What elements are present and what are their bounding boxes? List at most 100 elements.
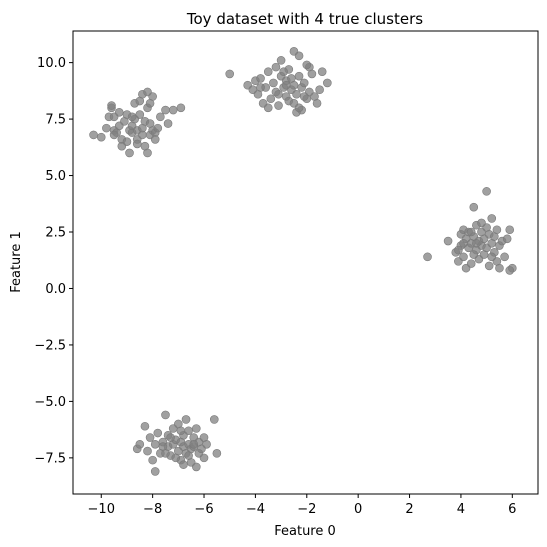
data-point [150, 467, 160, 476]
y-tick-label: 7.5 [45, 113, 66, 128]
data-point [279, 67, 288, 76]
data-point [466, 227, 476, 237]
data-point [135, 110, 145, 119]
data-point [156, 112, 165, 122]
data-point [274, 101, 283, 110]
data-point [256, 74, 265, 83]
x-tick-label: −6 [194, 502, 213, 517]
data-point [161, 105, 170, 115]
data-point [163, 119, 173, 128]
data-point [454, 245, 463, 255]
data-point [135, 440, 145, 449]
data-point [127, 112, 137, 122]
y-tick-label: 2.5 [45, 226, 66, 241]
data-point [294, 71, 304, 81]
data-point [153, 123, 163, 133]
x-tick-label: 4 [457, 502, 465, 517]
data-point [294, 103, 304, 113]
data-point [140, 421, 150, 431]
data-point [459, 239, 468, 248]
points-layer [89, 47, 517, 476]
data-point [487, 252, 497, 262]
y-tick-label: 5.0 [45, 169, 66, 184]
data-point [443, 236, 453, 246]
data-point [212, 449, 222, 458]
y-tick-label: −7.5 [34, 451, 66, 466]
data-point [256, 83, 265, 92]
x-tick-label: −8 [143, 502, 162, 517]
data-point [310, 92, 319, 101]
data-point [181, 415, 191, 424]
data-point [161, 449, 170, 458]
data-point [477, 218, 486, 228]
data-point [153, 428, 163, 438]
data-point [150, 135, 160, 144]
data-point [294, 51, 304, 61]
data-point [315, 85, 324, 95]
y-tick-label: 0.0 [45, 282, 66, 297]
data-point [132, 139, 142, 149]
data-point [299, 78, 309, 88]
y-tick-label: 10.0 [37, 56, 66, 71]
data-point [176, 103, 186, 113]
data-point [192, 462, 201, 472]
data-point [109, 130, 119, 140]
data-point [189, 440, 199, 449]
data-point [176, 426, 186, 436]
x-tick-label: −4 [246, 502, 265, 517]
data-point [192, 424, 201, 433]
x-tick-label: 0 [354, 502, 362, 517]
data-point [263, 103, 273, 113]
data-point [307, 69, 317, 79]
x-tick-label: −2 [297, 502, 316, 517]
data-point [505, 225, 515, 235]
data-point [323, 78, 332, 88]
plot-frame [72, 30, 539, 495]
x-axis-label: Feature 0 [274, 524, 336, 539]
data-point [171, 453, 181, 463]
data-point [114, 108, 124, 117]
data-point [184, 426, 193, 436]
data-point [299, 92, 309, 101]
data-point [276, 56, 286, 65]
x-tick-label: 2 [405, 502, 413, 517]
data-point [281, 80, 291, 90]
data-point [150, 440, 160, 449]
data-point [500, 252, 509, 262]
data-point [263, 67, 273, 76]
y-tick-label: −5.0 [34, 395, 66, 410]
data-point [487, 214, 497, 223]
data-point [148, 455, 157, 465]
data-point [302, 60, 312, 70]
data-point [317, 67, 327, 76]
data-point [89, 130, 98, 140]
data-point [143, 446, 152, 456]
data-point [125, 148, 134, 158]
data-point [472, 239, 481, 248]
data-point [225, 69, 235, 79]
data-point [269, 78, 278, 88]
data-point [502, 234, 512, 244]
data-point [505, 266, 515, 275]
data-point [492, 225, 502, 235]
data-point [102, 123, 111, 133]
data-point [266, 94, 276, 104]
data-point [145, 433, 155, 442]
data-point [271, 62, 281, 72]
x-axis: −10 −8 −6 −4 −2 0 2 4 6 [88, 494, 516, 517]
x-tick-label: 6 [508, 502, 516, 517]
data-point [107, 101, 116, 110]
data-point [179, 460, 188, 469]
data-point [166, 433, 175, 442]
data-point [202, 440, 211, 449]
data-point [274, 89, 283, 99]
x-tick-label: −10 [88, 502, 115, 517]
data-point [168, 105, 178, 115]
data-point [122, 137, 132, 146]
chart-title: Toy dataset with 4 true clusters [186, 10, 423, 28]
data-point [209, 415, 219, 424]
data-point [469, 202, 479, 212]
data-point [145, 98, 155, 108]
data-point [466, 259, 476, 268]
